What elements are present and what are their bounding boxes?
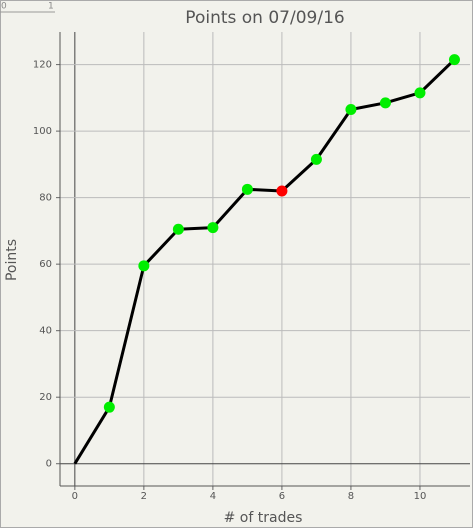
x-tick-label: 2: [141, 491, 147, 502]
x-tick-label: 6: [279, 491, 285, 502]
point: [241, 183, 253, 195]
point: [379, 97, 391, 109]
y-tick-label: 60: [39, 259, 52, 270]
point: [310, 153, 322, 165]
y-tick-label: 100: [33, 126, 52, 137]
x-axis-label: # of trades: [224, 510, 303, 526]
line: [73, 58, 456, 465]
chart-title: Points on 07/09/16: [185, 8, 344, 28]
x-tick-label: 10: [414, 491, 427, 502]
x-tick-label: 8: [348, 491, 354, 502]
ruler-label: 1: [48, 2, 54, 12]
y-axis-label: Points: [4, 239, 20, 281]
point: [414, 87, 426, 99]
ruler-label: 0: [1, 2, 7, 12]
point: [345, 103, 357, 115]
point: [448, 54, 460, 66]
point: [103, 401, 115, 413]
y-tick-label: 0: [46, 459, 52, 470]
y-tick-label: 80: [39, 193, 52, 204]
x-tick-label: 4: [210, 491, 216, 502]
y-tick-label: 40: [39, 326, 52, 337]
point: [172, 223, 184, 235]
x-tick-label: 0: [72, 491, 78, 502]
y-tick-label: 20: [39, 392, 52, 403]
point: [138, 260, 150, 272]
point: [207, 222, 219, 234]
point: [276, 185, 288, 197]
y-tick-label: 120: [33, 60, 52, 71]
